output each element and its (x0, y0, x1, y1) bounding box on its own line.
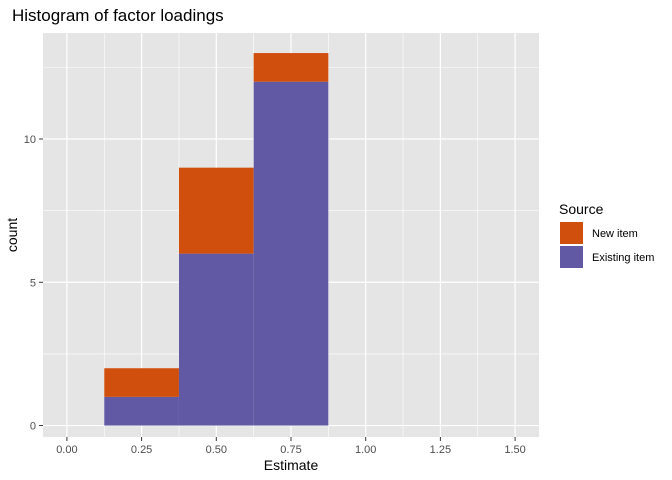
legend: Source New item Existing item (559, 201, 654, 268)
y-tick-label: 5 (30, 277, 36, 289)
legend-label: New item (592, 228, 638, 240)
bar-new-item-bin-2 (178, 167, 254, 254)
x-tick-label: 0.50 (206, 444, 227, 456)
bar-new-item-bin-3 (253, 53, 329, 82)
y-tick-label: 10 (24, 134, 36, 146)
y-tick-label: 0 (30, 421, 36, 433)
x-axis-title: Estimate (264, 457, 319, 473)
legend-key (560, 246, 583, 268)
bar-existing-item-bin-3 (253, 81, 329, 426)
legend-key (560, 222, 583, 244)
bar-existing-item-bin-1 (104, 396, 179, 426)
x-tick-label: 0.25 (131, 444, 152, 456)
legend-label: Existing item (592, 252, 654, 264)
chart-title: Histogram of factor loadings (12, 6, 224, 25)
x-tick-label: 0.75 (280, 444, 301, 456)
legend-title: Source (559, 201, 604, 217)
bar-existing-item-bin-2 (178, 253, 254, 426)
axis-ticks: 0.00 0.25 0.50 0.75 1.00 1.25 1.50 0 5 10 (24, 134, 526, 456)
x-tick-label: 1.00 (355, 444, 376, 456)
bar-new-item-bin-1 (104, 368, 179, 397)
y-axis-title: count (4, 218, 20, 252)
x-tick-label: 1.50 (504, 444, 525, 456)
x-tick-label: 1.25 (430, 444, 451, 456)
histogram-bars (104, 53, 329, 426)
x-tick-label: 0.00 (56, 444, 77, 456)
